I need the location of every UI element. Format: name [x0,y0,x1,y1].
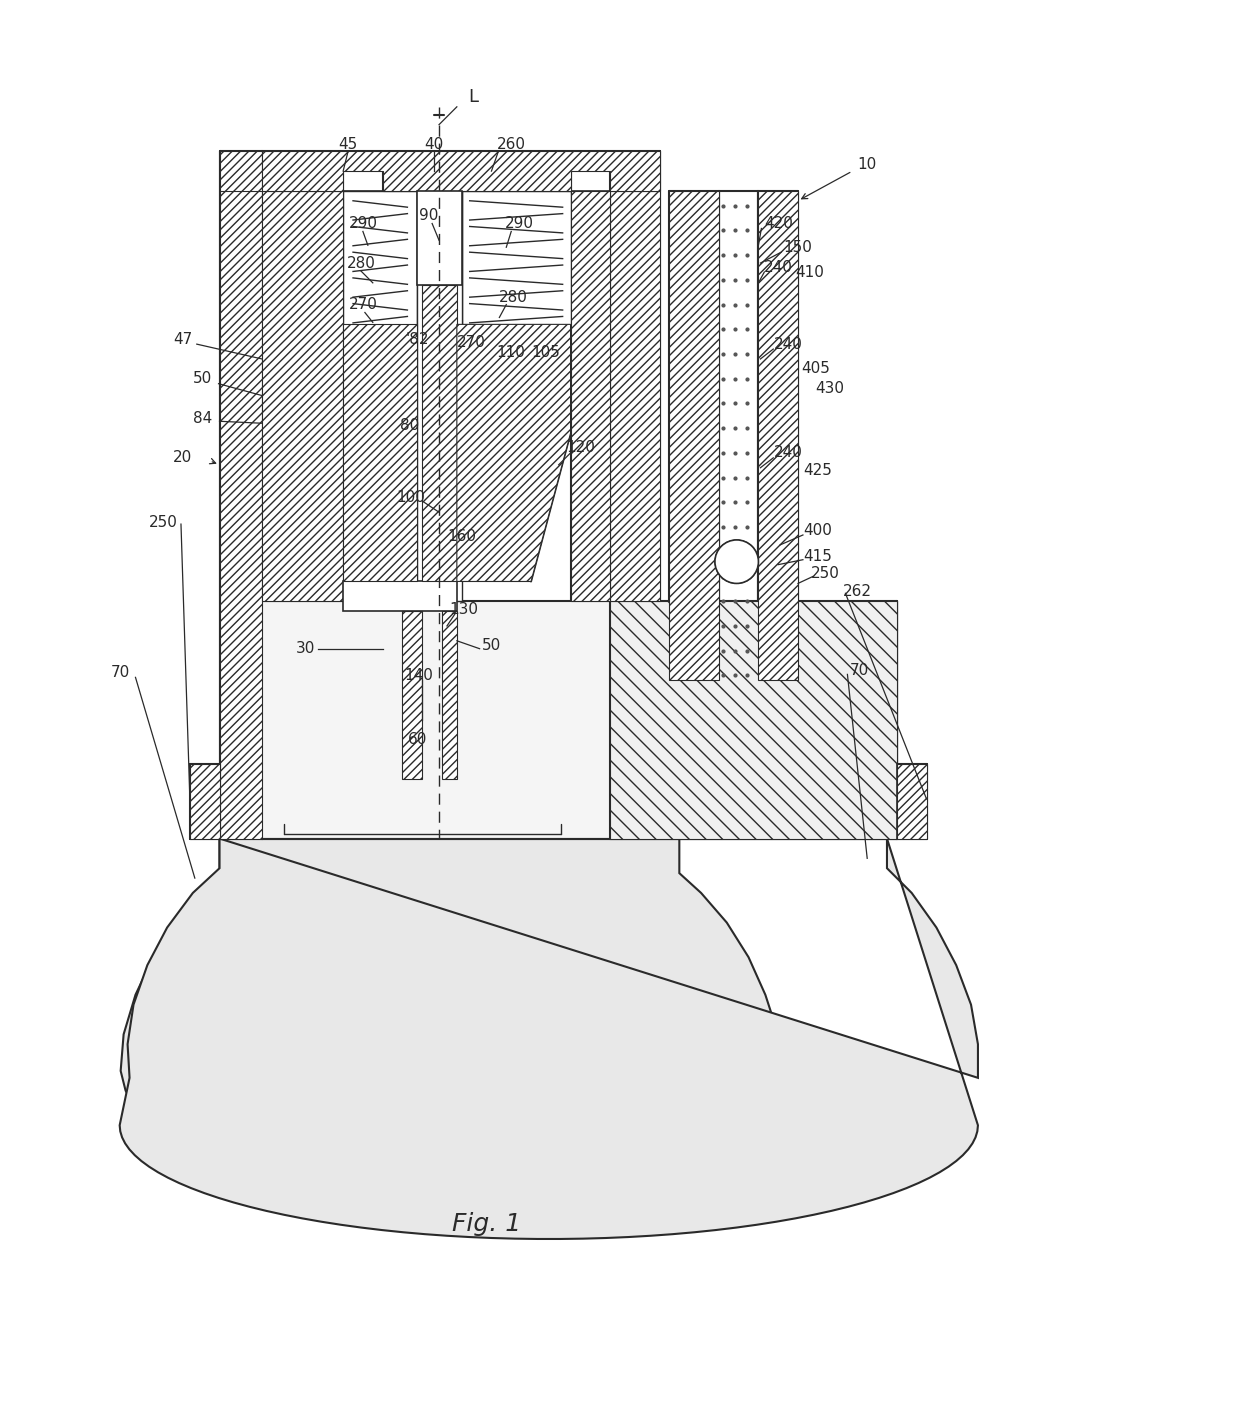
Text: 240: 240 [764,260,792,274]
Text: 280: 280 [498,290,528,305]
Polygon shape [120,839,784,1207]
Text: 130: 130 [449,602,479,616]
Polygon shape [418,190,461,285]
Circle shape [715,540,759,584]
Polygon shape [190,764,219,839]
Polygon shape [343,190,418,334]
Text: 400: 400 [804,523,832,538]
Text: 10: 10 [858,156,877,172]
Text: 240: 240 [774,446,802,460]
Polygon shape [570,190,610,601]
Text: 30: 30 [296,642,315,656]
Text: 160: 160 [448,530,476,544]
Polygon shape [262,190,343,601]
Text: 250: 250 [811,567,841,581]
Text: 290: 290 [348,216,377,231]
Polygon shape [219,152,262,839]
Polygon shape [759,190,799,680]
Polygon shape [343,324,418,581]
Text: 45: 45 [339,136,357,152]
Polygon shape [343,581,456,611]
Polygon shape [120,839,978,1240]
Text: 270: 270 [458,335,486,349]
Text: 280: 280 [346,256,376,271]
Text: '82: '82 [405,332,429,346]
Polygon shape [897,764,926,839]
Text: 290: 290 [505,216,533,231]
Text: L: L [469,88,479,106]
Text: 250: 250 [149,514,177,530]
Polygon shape [262,152,660,190]
Text: 110: 110 [497,345,526,359]
Polygon shape [456,324,570,581]
Text: 150: 150 [784,240,812,254]
Polygon shape [418,190,461,601]
Text: 425: 425 [804,463,832,479]
Polygon shape [897,764,926,839]
Polygon shape [190,764,219,839]
Polygon shape [461,190,570,334]
Text: 410: 410 [795,266,825,281]
Text: 420: 420 [764,216,792,231]
Text: 50: 50 [193,371,212,386]
Text: 405: 405 [801,361,831,376]
Text: 260: 260 [497,136,526,152]
Text: 60: 60 [408,733,427,747]
Text: 105: 105 [532,345,560,359]
Text: 40: 40 [424,136,444,152]
Text: 270: 270 [348,297,377,312]
Polygon shape [670,190,719,680]
Polygon shape [403,611,423,780]
Polygon shape [441,611,456,780]
Text: 100: 100 [396,490,425,506]
Text: 262: 262 [843,584,872,599]
Text: 47: 47 [174,332,192,346]
Polygon shape [610,190,660,601]
Text: 80: 80 [399,417,419,433]
Circle shape [715,540,759,584]
Polygon shape [423,285,456,581]
Polygon shape [610,601,897,839]
Text: 70: 70 [112,665,130,680]
Polygon shape [219,152,262,190]
Text: 50: 50 [482,638,501,653]
Text: 20: 20 [174,450,192,466]
Text: 84: 84 [193,410,212,426]
Text: 70: 70 [849,663,869,677]
Text: 140: 140 [404,667,433,683]
Text: 90: 90 [419,209,439,223]
Polygon shape [262,601,610,839]
Text: 415: 415 [804,550,832,564]
Text: 240: 240 [774,337,802,352]
Text: 120: 120 [565,440,595,456]
Text: 430: 430 [815,381,844,396]
Text: Fig. 1: Fig. 1 [451,1213,521,1237]
